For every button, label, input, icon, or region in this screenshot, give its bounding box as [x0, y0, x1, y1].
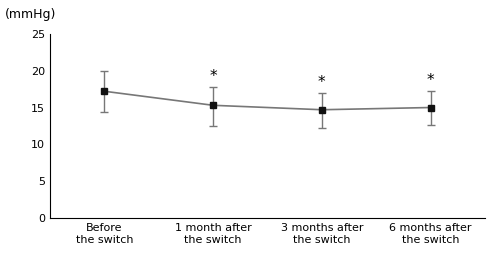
Text: *: * [210, 69, 217, 84]
Text: *: * [318, 75, 326, 90]
Text: *: * [427, 73, 434, 88]
Text: (mmHg): (mmHg) [5, 8, 57, 21]
